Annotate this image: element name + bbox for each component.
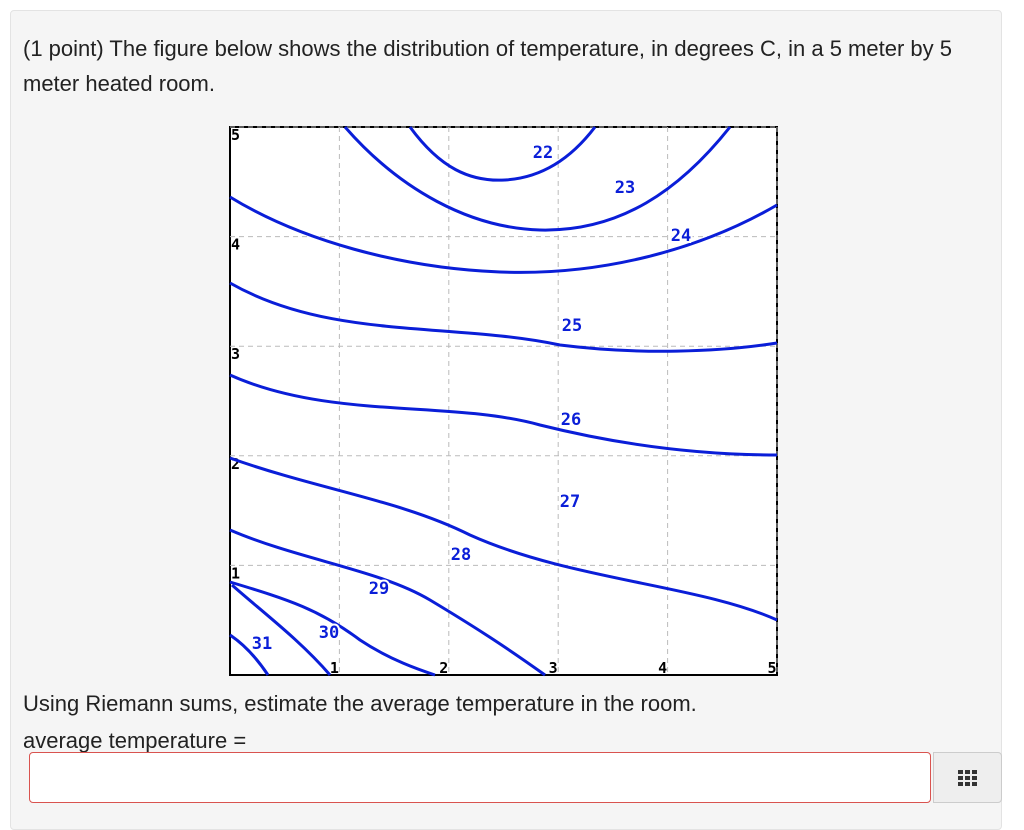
plot-frame — [229, 126, 778, 676]
prompt: (1 point) The figure below shows the dis… — [23, 36, 952, 96]
contour-label: 25 — [562, 316, 582, 336]
y-tick-label: 3 — [231, 345, 240, 363]
contour-label: 24 — [671, 226, 691, 246]
y-tick-label: 1 — [231, 564, 240, 582]
equation-editor-button[interactable] — [933, 752, 1002, 803]
contour-line — [229, 456, 778, 622]
contour-label: 29 — [369, 579, 389, 599]
grid-icon — [958, 770, 977, 786]
contour-line — [229, 633, 270, 676]
x-tick-label: 3 — [549, 659, 558, 677]
contour-line — [408, 126, 597, 182]
contour-label: 30 — [319, 623, 339, 643]
contour-line — [343, 126, 732, 232]
contour-line — [229, 373, 778, 457]
y-tick-label: 4 — [231, 236, 240, 254]
contour-line — [229, 195, 778, 274]
contour-line — [231, 583, 332, 676]
x-tick-label: 4 — [658, 659, 667, 677]
contour-label: 28 — [451, 545, 471, 565]
contour-line — [229, 528, 546, 677]
contour-label: 27 — [560, 492, 580, 512]
contour-line — [229, 281, 778, 353]
contour-label: 31 — [252, 634, 272, 654]
contour-label: 22 — [533, 143, 553, 163]
instruction: Using Riemann sums, estimate the average… — [23, 691, 697, 716]
contour-line — [229, 580, 436, 677]
answer-label: average temperature = — [23, 728, 247, 753]
y-tick-label: 5 — [231, 126, 240, 144]
x-tick-label: 1 — [330, 659, 339, 677]
x-tick-label: 2 — [439, 659, 448, 677]
contour-label: 26 — [561, 410, 581, 430]
y-tick-label: 2 — [231, 455, 240, 473]
x-tick-label: 5 — [767, 659, 776, 677]
answer-input[interactable] — [29, 752, 931, 803]
contour-label: 23 — [615, 178, 635, 198]
